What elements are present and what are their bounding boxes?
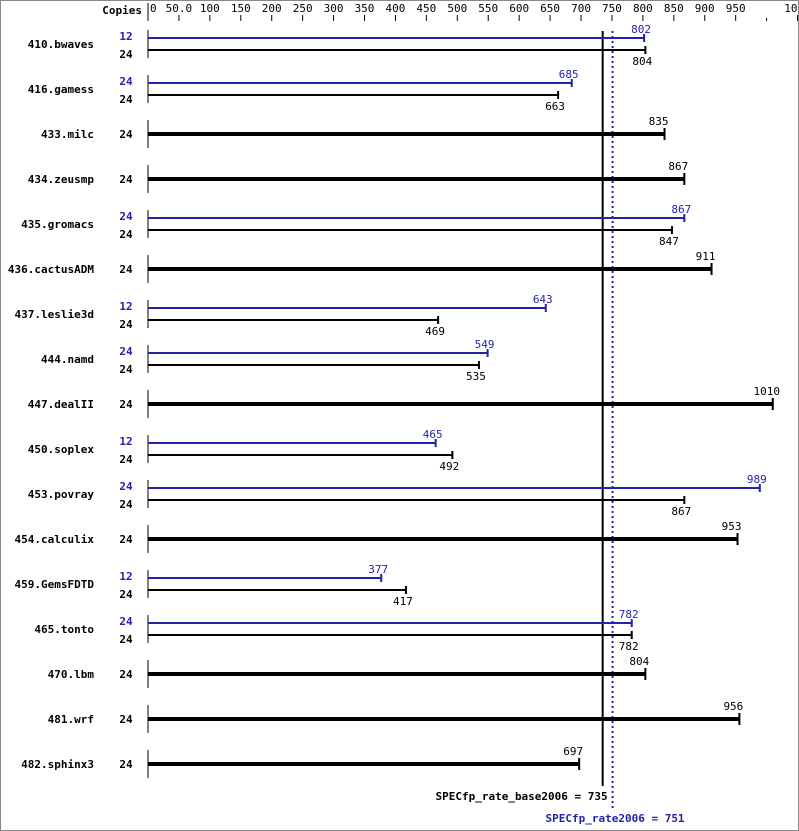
tick-label: 150	[231, 2, 251, 15]
tick-label: 900	[695, 2, 715, 15]
tick-label: 700	[571, 2, 591, 15]
benchmark-label: 481.wrf	[48, 713, 94, 726]
base-copies: 24	[119, 453, 133, 466]
base-value-label: 867	[668, 160, 688, 173]
tick-label: 400	[386, 2, 406, 15]
peak-value-label: 549	[475, 338, 495, 351]
base-copies: 24	[119, 228, 133, 241]
tick-label: 0	[150, 2, 157, 15]
benchmark-label: 416.gamess	[28, 83, 94, 96]
tick-label: 100	[200, 2, 220, 15]
peak-value-label: 643	[533, 293, 553, 306]
tick-label: 450	[416, 2, 436, 15]
peak-value-label: 867	[671, 203, 691, 216]
peak-copies: 24	[119, 210, 133, 223]
base-value-label: 867	[671, 505, 691, 518]
peak-copies: 24	[119, 480, 133, 493]
benchmark-label: 433.milc	[41, 128, 94, 141]
base-value-label: 956	[723, 700, 743, 713]
peak-value-label: 685	[559, 68, 579, 81]
benchmark-label: 435.gromacs	[21, 218, 94, 231]
benchmark-label: 453.povray	[28, 488, 95, 501]
benchmark-label: 410.bwaves	[28, 38, 94, 51]
peak-copies: 24	[119, 345, 133, 358]
benchmark-label: 434.zeusmp	[28, 173, 95, 186]
benchmark-label: 450.soplex	[28, 443, 95, 456]
tick-label: 850	[664, 2, 684, 15]
peak-value-label: 782	[619, 608, 639, 621]
tick-label: 300	[324, 2, 344, 15]
benchmark-label: 465.tonto	[34, 623, 94, 636]
base-value-label: 782	[619, 640, 639, 653]
tick-label: 350	[355, 2, 375, 15]
peak-copies: 24	[119, 615, 133, 628]
base-value-label: 492	[439, 460, 459, 473]
tick-label: 950	[726, 2, 746, 15]
base-copies: 24	[119, 633, 133, 646]
benchmark-label: 444.namd	[41, 353, 94, 366]
base-copies: 24	[119, 93, 133, 106]
benchmark-label: 454.calculix	[15, 533, 95, 546]
base-copies: 24	[119, 533, 133, 546]
peak-value-label: 802	[631, 23, 651, 36]
benchmark-label: 437.leslie3d	[15, 308, 94, 321]
base-copies: 24	[119, 173, 133, 186]
tick-label: 1050	[784, 2, 799, 15]
benchmark-label: 436.cactusADM	[8, 263, 94, 276]
base-copies: 24	[119, 318, 133, 331]
benchmark-label: 459.GemsFDTD	[15, 578, 95, 591]
base-reference-label: SPECfp_rate_base2006 = 735	[435, 790, 607, 803]
base-copies: 24	[119, 48, 133, 61]
tick-label: 750	[602, 2, 622, 15]
base-value-label: 663	[545, 100, 565, 113]
base-value-label: 847	[659, 235, 679, 248]
base-value-label: 417	[393, 595, 413, 608]
base-value-label: 697	[563, 745, 583, 758]
tick-label: 500	[447, 2, 467, 15]
peak-reference-label: SPECfp_rate2006 = 751	[545, 812, 684, 825]
tick-label: 800	[633, 2, 653, 15]
base-value-label: 953	[722, 520, 742, 533]
base-copies: 24	[119, 758, 133, 771]
benchmark-label: 482.sphinx3	[21, 758, 94, 771]
peak-copies: 12	[119, 30, 132, 43]
base-value-label: 1010	[754, 385, 781, 398]
peak-value-label: 465	[423, 428, 443, 441]
base-copies: 24	[119, 713, 133, 726]
peak-value-label: 377	[368, 563, 388, 576]
peak-copies: 24	[119, 75, 133, 88]
tick-label: 50.0	[166, 2, 193, 15]
peak-copies: 12	[119, 300, 132, 313]
tick-label: 550	[478, 2, 498, 15]
tick-label: 200	[262, 2, 282, 15]
base-copies: 24	[119, 498, 133, 511]
tick-label: 250	[293, 2, 313, 15]
base-copies: 24	[119, 668, 133, 681]
peak-copies: 12	[119, 435, 132, 448]
base-copies: 24	[119, 263, 133, 276]
base-value-label: 535	[466, 370, 486, 383]
base-value-label: 469	[425, 325, 445, 338]
base-value-label: 804	[632, 55, 652, 68]
peak-value-label: 989	[747, 473, 767, 486]
base-value-label: 835	[649, 115, 669, 128]
tick-label: 650	[540, 2, 560, 15]
base-copies: 24	[119, 588, 133, 601]
base-value-label: 911	[696, 250, 716, 263]
benchmark-label: 470.lbm	[48, 668, 95, 681]
base-copies: 24	[119, 128, 133, 141]
peak-copies: 12	[119, 570, 132, 583]
tick-label: 600	[509, 2, 529, 15]
base-value-label: 804	[629, 655, 649, 668]
base-copies: 24	[119, 398, 133, 411]
base-copies: 24	[119, 363, 133, 376]
copies-header: Copies	[102, 4, 142, 17]
benchmark-label: 447.dealII	[28, 398, 94, 411]
